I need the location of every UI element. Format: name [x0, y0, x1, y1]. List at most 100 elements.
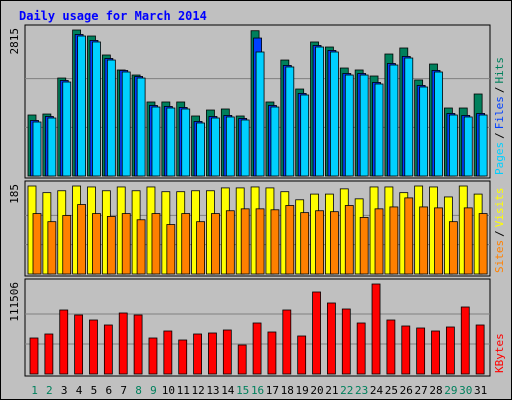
x-tick-label: 30 [459, 384, 472, 397]
x-tick-label: 9 [150, 384, 157, 397]
bar [416, 327, 426, 375]
x-tick-label: 6 [106, 384, 113, 397]
x-tick-label: 27 [415, 384, 428, 397]
bar [374, 208, 384, 275]
y-max-label: 185 [8, 184, 21, 204]
bar [47, 221, 57, 275]
bar [208, 332, 217, 375]
bar [181, 213, 191, 275]
bar [356, 322, 366, 375]
bar [77, 204, 87, 275]
bar [359, 216, 369, 275]
bar [32, 213, 42, 275]
x-tick-label: 14 [221, 384, 235, 397]
bar [463, 116, 473, 177]
x-tick-label: 11 [177, 384, 190, 397]
bar [344, 74, 354, 177]
bar [77, 35, 87, 177]
legend-label: Visits [493, 188, 506, 228]
bar [196, 122, 205, 177]
legend-label: Sites [493, 240, 506, 273]
bar [133, 314, 143, 375]
bar [148, 337, 158, 375]
bar [193, 333, 202, 375]
bar [431, 330, 440, 375]
x-tick-label: 31 [474, 384, 487, 397]
x-tick-label: 2 [46, 384, 53, 397]
legend-separator: / [493, 230, 506, 237]
bar [282, 309, 292, 375]
legend-label: KBytes [493, 333, 506, 373]
bar [285, 205, 295, 275]
bar [315, 46, 324, 177]
bar [240, 208, 250, 275]
x-tick-label: 10 [162, 384, 175, 397]
x-tick-label: 20 [310, 384, 323, 397]
bar [419, 86, 429, 177]
bar [62, 215, 72, 275]
legend-label: Files [493, 96, 506, 129]
bar [389, 206, 399, 275]
x-tick-label: 19 [296, 384, 309, 397]
bar [359, 74, 369, 177]
bar [136, 219, 146, 275]
bar [121, 213, 131, 275]
chart-title: Daily usage for March 2014 [19, 9, 207, 23]
bar [434, 207, 443, 275]
bar [252, 322, 262, 375]
legend: Sites / Visits [493, 188, 506, 274]
x-tick-label: 13 [206, 384, 219, 397]
bar [419, 206, 429, 275]
x-tick-label: 1 [31, 384, 38, 397]
bar [371, 283, 381, 375]
legend: Pages / Files / Hits [493, 57, 506, 175]
x-tick-label: 8 [135, 384, 142, 397]
x-tick-label: 23 [355, 384, 368, 397]
x-tick-label: 5 [91, 384, 98, 397]
legend: KBytes [493, 333, 506, 373]
x-tick-label: 24 [370, 384, 384, 397]
bar [448, 221, 458, 275]
x-tick-label: 7 [120, 384, 127, 397]
bar [404, 57, 414, 177]
bar [211, 117, 220, 177]
bar [315, 210, 324, 275]
x-tick-label: 18 [281, 384, 294, 397]
x-tick-label: 21 [325, 384, 338, 397]
legend-separator: / [493, 132, 506, 139]
bar [327, 302, 336, 375]
bar [32, 121, 42, 177]
bar [166, 107, 176, 177]
y-max-label: 2815 [8, 28, 21, 55]
x-tick-label: 26 [400, 384, 413, 397]
bar [222, 329, 232, 375]
bar [255, 51, 265, 177]
bar [29, 337, 39, 375]
x-tick-label: 22 [340, 384, 353, 397]
bar [181, 108, 191, 177]
bar [478, 114, 488, 177]
bar [445, 326, 455, 375]
bar [166, 224, 176, 275]
x-tick-label: 25 [385, 384, 398, 397]
bar [374, 83, 384, 177]
x-tick-label: 28 [429, 384, 442, 397]
x-tick-label: 12 [191, 384, 204, 397]
bar [151, 213, 161, 275]
bar [237, 344, 247, 375]
bar [297, 335, 307, 375]
bar [300, 212, 310, 275]
bar [106, 59, 116, 177]
bar [300, 94, 310, 177]
bar [285, 66, 295, 177]
bar [118, 312, 128, 375]
bar [178, 339, 188, 375]
bar [92, 213, 101, 275]
bar [92, 41, 101, 177]
bar [225, 116, 235, 177]
legend-label: Hits [493, 57, 506, 84]
bar [47, 117, 57, 177]
bar [341, 308, 351, 375]
bar [89, 319, 98, 375]
